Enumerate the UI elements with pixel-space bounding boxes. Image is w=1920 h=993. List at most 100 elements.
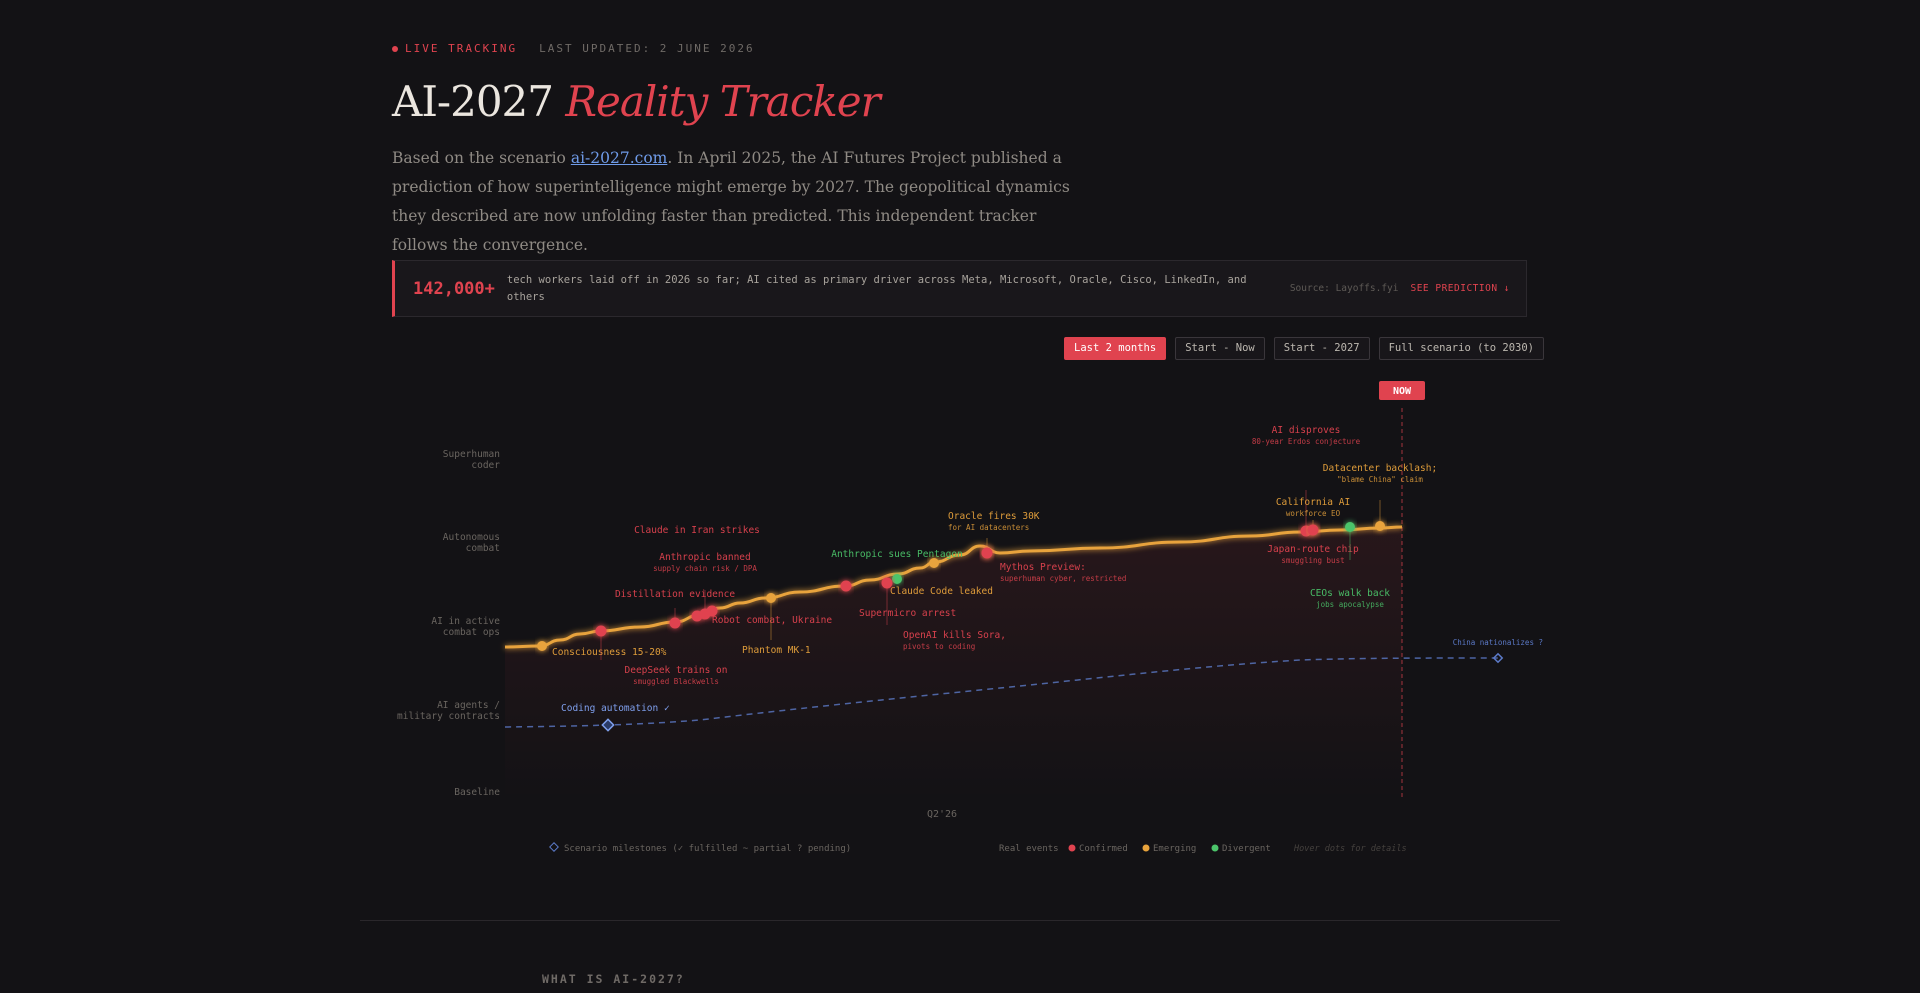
- time-range-selector: Last 2 months Start - Now Start - 2027 F…: [1064, 337, 1544, 360]
- event-label: Consciousness 15-20%: [552, 647, 667, 658]
- y-level-label-line: coder: [471, 460, 500, 471]
- event-label: Oracle fires 30K: [948, 511, 1040, 522]
- live-label: LIVE TRACKING: [405, 42, 518, 55]
- range-button-last-2-months[interactable]: Last 2 months: [1064, 337, 1167, 360]
- legend-real-events: Real events: [999, 844, 1059, 854]
- y-level-label-line: Superhuman: [443, 449, 500, 460]
- event-sublabel: 80-year Erdos conjecture: [1252, 437, 1361, 446]
- event-sublabel: smuggled Blackwells: [633, 677, 719, 686]
- event-dot-confirmed: [840, 580, 852, 592]
- tracker-chart: Superhuman coder Autonomous combat AI in act…: [397, 381, 1543, 854]
- event-sublabel: jobs apocalypse: [1316, 600, 1384, 609]
- event-label: Phantom MK-1: [742, 645, 811, 656]
- intro-text: Based on the scenario ai-2027.com. In Ap…: [392, 144, 1092, 260]
- event-sublabel: "blame China" claim: [1337, 475, 1423, 484]
- event-label: Anthropic banned: [659, 552, 751, 563]
- stat-source: Source: Layoffs.fyi: [1289, 283, 1399, 294]
- y-level-label-line: AI in active: [431, 616, 500, 627]
- event-label: Anthropic sues Pentagon: [831, 549, 963, 560]
- y-level-label-line: Baseline: [454, 787, 500, 798]
- see-prediction-link[interactable]: SEE PREDICTION ↓: [1410, 283, 1510, 294]
- milestone-diamond-icon: [601, 718, 615, 732]
- event-dot-confirmed: [1307, 524, 1319, 536]
- event-dot-emerging: [766, 593, 776, 603]
- event-label: Claude Code leaked: [890, 586, 993, 597]
- event-label: Supermicro arrest: [859, 608, 956, 619]
- event-label: Datacenter backlash;: [1323, 463, 1437, 474]
- y-level-label: AI in active combat ops: [431, 616, 500, 638]
- intro-before: Based on the scenario: [392, 149, 571, 167]
- event-sublabel: pivots to coding: [903, 642, 975, 651]
- scenario-link[interactable]: ai-2027.com: [570, 149, 668, 167]
- event-label: Claude in Iran strikes: [634, 525, 760, 536]
- chart-layer: Superhuman coder Autonomous combat AI in act…: [397, 381, 1543, 854]
- event-dot-emerging: [537, 641, 547, 651]
- range-button-start-now[interactable]: Start - Now: [1175, 337, 1265, 360]
- milestone-diamond-icon: [1492, 652, 1504, 664]
- event-sublabel: workforce EO: [1286, 509, 1341, 518]
- y-level-label-line: AI agents /: [437, 700, 500, 711]
- event-label: AI disproves: [1272, 425, 1341, 436]
- event-dot-confirmed: [669, 617, 681, 629]
- event-area: [505, 527, 1402, 800]
- y-level-label: Autonomous combat: [443, 532, 500, 554]
- event-sublabel: for AI datacenters: [948, 523, 1029, 532]
- event-dot-confirmed: [706, 605, 718, 617]
- event-label: CEOs walk back: [1310, 588, 1390, 599]
- live-dot-icon: [392, 45, 398, 52]
- event-sublabel: supply chain risk / DPA: [653, 564, 757, 573]
- event-dot-confirmed: [881, 577, 893, 589]
- y-level-label: Baseline: [454, 787, 500, 798]
- now-label: NOW: [1393, 386, 1412, 397]
- event-label: OpenAI kills Sora,: [903, 630, 1006, 641]
- y-level-label-line: combat ops: [443, 627, 500, 638]
- legend-dot-icon: [1068, 844, 1076, 852]
- legend-scenario-label: Scenario milestones (✓ fulfilled ~ parti…: [564, 844, 851, 854]
- page-header: LIVE TRACKING LAST UPDATED: 2 JUNE 2026 …: [392, 42, 1542, 260]
- live-indicator: LIVE TRACKING: [392, 42, 517, 55]
- title-accent: Reality Tracker: [565, 77, 880, 126]
- event-dot-divergent: [1345, 522, 1355, 532]
- event-sublabel: superhuman cyber, restricted: [1000, 574, 1126, 583]
- event-label: Distillation evidence: [615, 589, 735, 600]
- event-label: Robot combat, Ukraine: [712, 615, 832, 626]
- range-button-start-2027[interactable]: Start - 2027: [1273, 337, 1370, 360]
- title-main: AI-2027: [392, 77, 554, 126]
- event-label: DeepSeek trains on: [625, 665, 728, 676]
- legend-status-label: Confirmed: [1079, 844, 1128, 854]
- y-level-label: AI agents / military contracts: [397, 700, 500, 722]
- stat-number: 142,000+: [413, 278, 495, 299]
- milestone-label: China nationalizes ?: [1453, 638, 1543, 647]
- legend-status-label: Emerging: [1153, 844, 1196, 854]
- event-dot-divergent: [892, 574, 902, 584]
- event-sublabel: smuggling bust: [1281, 556, 1344, 565]
- legend-hint: Hover dots for details: [1293, 844, 1407, 854]
- event-dot-emerging: [1375, 521, 1385, 531]
- last-updated: LAST UPDATED: 2 JUNE 2026: [539, 42, 755, 55]
- milestone-label: Coding automation ✓: [561, 703, 670, 714]
- section-divider: [360, 920, 1560, 921]
- y-level-label-line: Autonomous: [443, 532, 500, 543]
- legend-dot-icon: [1142, 844, 1150, 852]
- x-tick-label: Q2'26: [927, 809, 957, 820]
- y-level-label-line: combat: [466, 543, 500, 554]
- section-title: WHAT IS AI-2027?: [542, 972, 685, 986]
- y-level-label: Superhuman coder: [443, 449, 500, 471]
- page-title: AI-2027 Reality Tracker: [392, 77, 1542, 126]
- layoff-stat-banner: 142,000+ tech workers laid off in 2026 s…: [392, 260, 1527, 317]
- range-button-full-scenario[interactable]: Full scenario (to 2030): [1378, 337, 1544, 360]
- legend-status-label: Divergent: [1222, 844, 1271, 854]
- legend-scenario-icon: [549, 842, 559, 852]
- stat-text: tech workers laid off in 2026 so far; AI…: [506, 273, 1247, 303]
- reality-line: [504, 525, 1403, 649]
- now-badge: [1379, 381, 1425, 400]
- event-label: California AI: [1276, 497, 1350, 508]
- legend-dot-icon: [1211, 844, 1219, 852]
- event-dot-emerging: [929, 558, 939, 568]
- event-label: Japan-route chip: [1267, 544, 1359, 555]
- event-label: Mythos Preview:: [1000, 562, 1086, 573]
- event-dot-confirmed: [981, 547, 993, 559]
- status-row: LIVE TRACKING LAST UPDATED: 2 JUNE 2026: [392, 42, 1542, 55]
- event-dot-confirmed: [595, 625, 607, 637]
- scenario-line: [504, 657, 1499, 728]
